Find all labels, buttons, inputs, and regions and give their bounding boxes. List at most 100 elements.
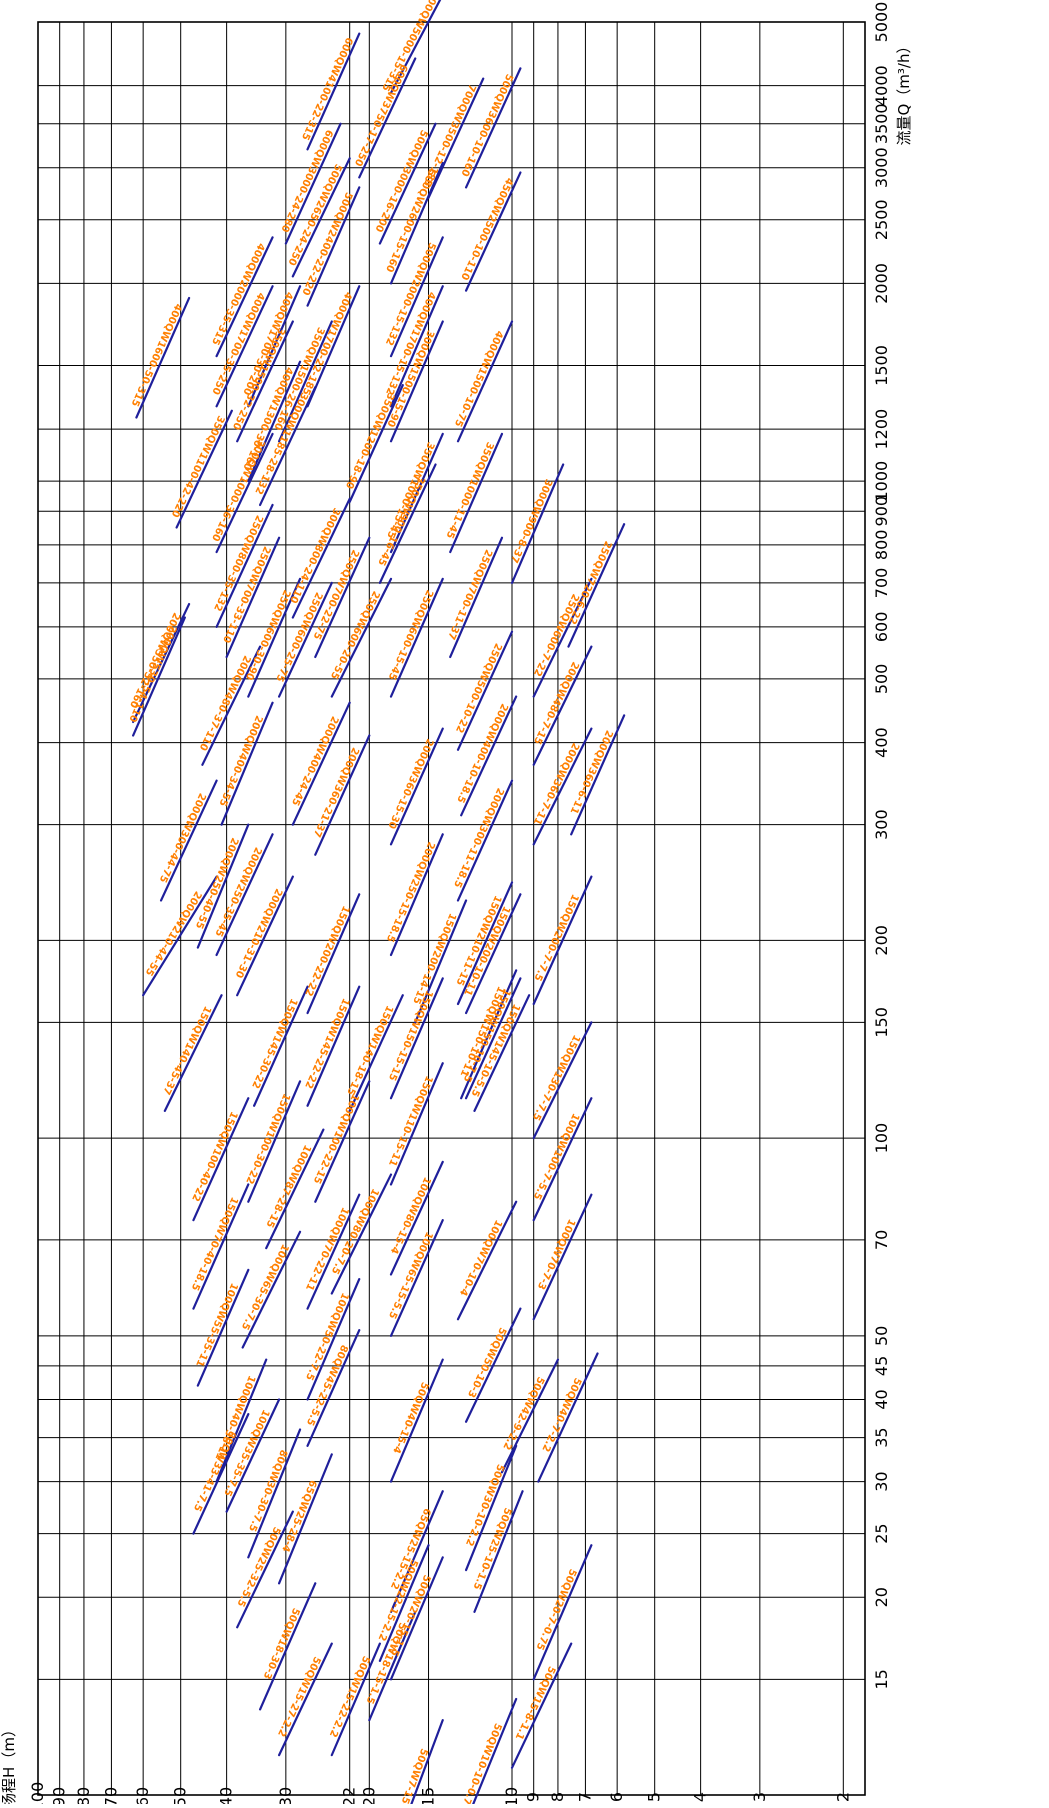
pump-curve (277, 581, 333, 698)
pump-curve (225, 1398, 281, 1513)
q-tick-label: 100 (872, 1123, 891, 1154)
pump-curve (532, 577, 593, 698)
h-tick-label: 5 (645, 1792, 664, 1802)
pump-curve (389, 432, 444, 554)
pump-curve (306, 893, 361, 1015)
pump-curve (464, 67, 522, 189)
pump-curve (378, 122, 437, 245)
pump-curve (132, 602, 191, 724)
pump-curve (464, 1444, 518, 1572)
q-tick-label: 800 (872, 530, 891, 561)
q-tick-label: 70 (872, 1230, 891, 1250)
pump-curve (473, 1490, 524, 1613)
pump-curve (567, 523, 626, 648)
pump-curve (389, 1219, 444, 1337)
h-tick-label: 60 (133, 1787, 152, 1804)
q-tick-label: 2000 (872, 263, 891, 304)
tick-layer: 1520253035404550701001502003004005006007… (28, 2, 891, 1808)
h-tick-label: 7 (575, 1792, 594, 1802)
pump-curve (277, 1453, 333, 1585)
pump-curve (247, 1428, 302, 1559)
h-tick-label: 70 (101, 1787, 120, 1804)
pump-curve (225, 536, 281, 659)
h-tick-label: 20 (359, 1787, 378, 1804)
q-tick-label: 5000 (872, 2, 891, 43)
h-tick-label: 4 (691, 1792, 710, 1802)
pump-curve (456, 779, 514, 902)
q-tick-label: 3500 (872, 103, 891, 144)
h-tick-label: 8 (548, 1792, 567, 1802)
pump-curve (389, 320, 444, 443)
pump-curve (510, 463, 565, 585)
pump-curve (389, 0, 442, 94)
pump-curve (201, 645, 262, 766)
pump-curve (456, 1200, 518, 1321)
pump-curve (389, 727, 444, 846)
q-tick-label: 35 (872, 1427, 891, 1447)
q-tick-label: 25 (872, 1523, 891, 1543)
pump-curve (196, 1268, 250, 1387)
pump-curve (464, 171, 522, 292)
pump-curve (314, 1080, 371, 1203)
h-tick-label: 9 (524, 1792, 543, 1802)
pump-curve (389, 1490, 444, 1613)
q-tick-label: 50 (872, 1326, 891, 1346)
pump-curve (414, 899, 468, 1024)
pump-curve (247, 285, 302, 408)
q-tick-label: 1500 (872, 345, 891, 386)
pump-curve (291, 497, 351, 619)
h-tick-label: 22 (340, 1787, 359, 1804)
q-tick-label: 300 (872, 809, 891, 840)
pump-curve (532, 727, 593, 846)
pump-curve (460, 695, 518, 817)
x-axis-title: 流量Q（m³/h） (895, 39, 913, 146)
pump-curve (215, 503, 274, 629)
pump-curve (368, 1610, 417, 1722)
pump-curve (532, 1193, 593, 1321)
q-tick-label: 400 (872, 727, 891, 758)
pump-curve (537, 1352, 599, 1483)
pump-curve (532, 1544, 593, 1681)
pump-curve (408, 1719, 444, 1808)
pump-curve (378, 1544, 430, 1663)
pump-curve (215, 432, 274, 554)
pump-curve (192, 1097, 250, 1222)
q-tick-label: 40 (872, 1389, 891, 1409)
pump-curve (456, 881, 514, 1006)
pump-curve (247, 360, 302, 483)
pump-curve (358, 57, 417, 179)
q-tick-label: 1000 (872, 461, 891, 502)
pump-curve (220, 701, 274, 826)
q-tick-label: 150 (872, 1007, 891, 1038)
pump-curve (215, 236, 274, 358)
pump-curve (464, 1307, 522, 1423)
pump-curve (449, 536, 504, 659)
h-tick-label: 80 (74, 1787, 93, 1804)
pump-curve (532, 875, 593, 1006)
pump-curve (314, 734, 371, 856)
h-tick-label: 90 (50, 1787, 69, 1804)
pump-curve (284, 122, 342, 245)
pump-curve (306, 1329, 361, 1447)
q-tick-label: 900 (872, 496, 891, 527)
pump-curve (277, 1642, 333, 1757)
pump-curve (389, 1556, 444, 1681)
pump-curve (470, 1697, 518, 1808)
pump-curve (570, 714, 626, 836)
pump-curve (348, 384, 404, 503)
pump-curve (378, 463, 437, 585)
q-tick-label: 1200 (872, 409, 891, 450)
pump-curve (142, 875, 218, 997)
pump-curve (236, 1510, 294, 1629)
q-tick-label: 3000 (872, 147, 891, 188)
pump-curve (236, 875, 294, 997)
curve-layer (132, 0, 626, 1808)
pump-curve (456, 320, 514, 443)
h-tick-label: 50 (171, 1787, 190, 1804)
pump-curve (258, 386, 317, 507)
pump-curve (306, 186, 361, 307)
q-tick-label: 30 (872, 1471, 891, 1491)
pump-curve (192, 1183, 250, 1310)
pump-curve (427, 77, 485, 199)
pump-curve (460, 969, 518, 1100)
